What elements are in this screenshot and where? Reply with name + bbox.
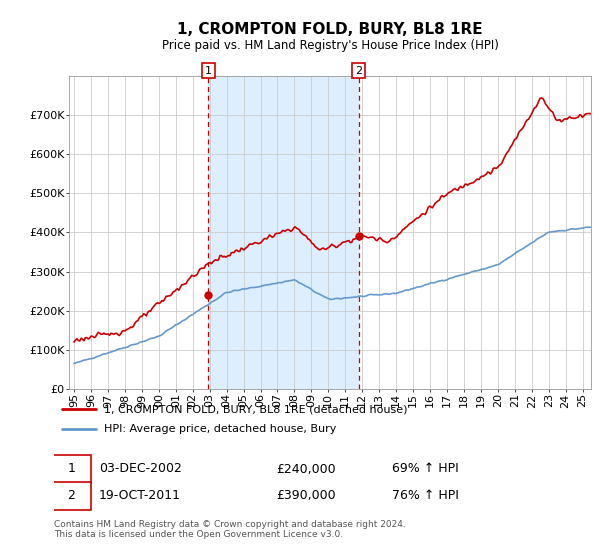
FancyBboxPatch shape [52, 455, 91, 483]
Text: 2: 2 [355, 66, 362, 76]
Text: 1: 1 [205, 66, 212, 76]
Text: 1: 1 [67, 463, 75, 475]
Text: 1, CROMPTON FOLD, BURY, BL8 1RE (detached house): 1, CROMPTON FOLD, BURY, BL8 1RE (detache… [104, 404, 408, 414]
Bar [208, 76, 359, 389]
Text: 19-OCT-2011: 19-OCT-2011 [99, 489, 181, 502]
Text: 03-DEC-2002: 03-DEC-2002 [99, 463, 182, 475]
Text: 2: 2 [67, 489, 75, 502]
Text: HPI: Average price, detached house, Bury: HPI: Average price, detached house, Bury [104, 424, 337, 433]
Text: 1, CROMPTON FOLD, BURY, BL8 1RE: 1, CROMPTON FOLD, BURY, BL8 1RE [177, 22, 483, 38]
Text: Price paid vs. HM Land Registry's House Price Index (HPI): Price paid vs. HM Land Registry's House … [161, 39, 499, 52]
Text: £240,000: £240,000 [276, 463, 335, 475]
Text: Contains HM Land Registry data © Crown copyright and database right 2024.
This d: Contains HM Land Registry data © Crown c… [54, 520, 406, 539]
FancyBboxPatch shape [52, 482, 91, 510]
Text: 69% ↑ HPI: 69% ↑ HPI [392, 463, 458, 475]
Text: £390,000: £390,000 [276, 489, 335, 502]
Text: 76% ↑ HPI: 76% ↑ HPI [392, 489, 459, 502]
